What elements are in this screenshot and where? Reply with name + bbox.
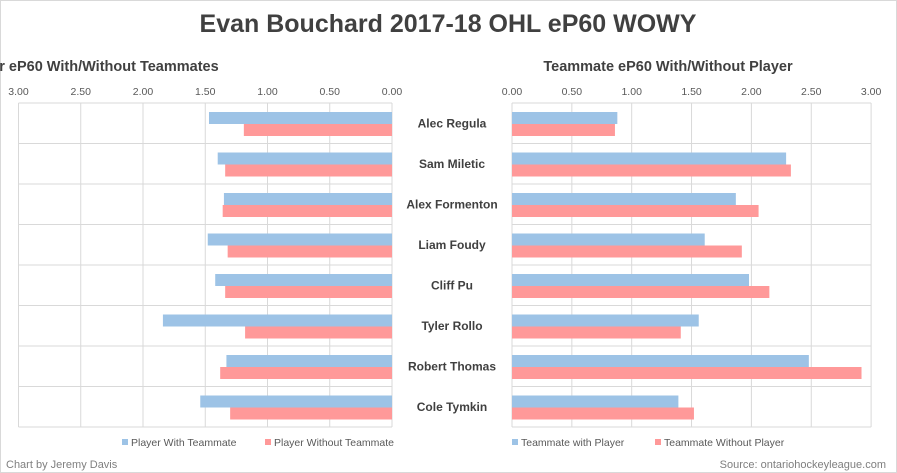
right-bar-without xyxy=(512,124,615,136)
right-legend-swatch xyxy=(655,439,661,445)
right-tick-label: 2.00 xyxy=(741,86,762,98)
right-legend-swatch xyxy=(512,439,518,445)
left-bar-with xyxy=(200,395,392,408)
right-bar-with xyxy=(512,152,787,165)
left-legend-swatch xyxy=(122,439,128,445)
left-bar-without xyxy=(225,164,392,177)
category-label: Cole Tymkin xyxy=(417,400,487,414)
left-bar-without xyxy=(220,367,392,379)
chart-title: Evan Bouchard 2017-18 OHL eP60 WOWY xyxy=(200,10,697,38)
right-bar-with xyxy=(512,355,809,367)
right-bar-with xyxy=(512,233,705,246)
credit-note: Chart by Jeremy Davis xyxy=(6,459,118,471)
left-bar-without xyxy=(230,407,392,420)
category-label: Tyler Rollo xyxy=(421,319,482,333)
left-bar-with xyxy=(208,112,392,124)
category-label: Liam Foudy xyxy=(418,238,486,252)
left-panel-title: Player eP60 With/Without Teammates xyxy=(0,59,219,75)
category-label: Cliff Pu xyxy=(431,278,473,292)
left-bar-without xyxy=(245,326,392,339)
left-bar-with xyxy=(215,274,392,286)
right-tick-label: 1.50 xyxy=(681,86,702,98)
left-bar-with xyxy=(217,152,392,165)
right-bar-without xyxy=(512,164,791,177)
right-panel-title: Teammate eP60 With/Without Player xyxy=(543,59,793,75)
right-tick-label: 1.00 xyxy=(621,86,642,98)
right-bar-without xyxy=(512,205,759,217)
left-tick-label: 2.50 xyxy=(71,86,92,98)
right-bar-with xyxy=(512,112,618,124)
left-bar-with xyxy=(226,355,392,367)
left-bar-without xyxy=(225,286,392,298)
right-bar-with xyxy=(512,193,736,205)
chart-marks: 0.00 0.50 1.00 1.50 2.00 2.50 3.00 Player With … xyxy=(8,86,881,449)
right-legend-label: Teammate with Player xyxy=(521,437,625,449)
right-tick-label: 0.50 xyxy=(562,86,583,98)
category-label: Robert Thomas xyxy=(408,359,496,373)
right-tick-label: 2.50 xyxy=(801,86,822,98)
left-bar-without xyxy=(227,245,392,258)
category-label: Sam Miletic xyxy=(419,157,485,171)
right-bar-with xyxy=(512,314,699,327)
category-label: Alex Formenton xyxy=(406,197,497,211)
left-tick-label: 0.00 xyxy=(382,86,403,98)
right-bar-with xyxy=(512,395,679,408)
right-bar-without xyxy=(512,245,742,258)
left-legend-label: Player With Teammate xyxy=(131,437,237,449)
left-tick-label: 1.00 xyxy=(257,86,278,98)
right-legend-label: Teammate Without Player xyxy=(664,437,785,449)
left-tick-label: 1.50 xyxy=(195,86,216,98)
left-legend-swatch xyxy=(265,439,271,445)
left-tick-label: 2.00 xyxy=(133,86,154,98)
source-note: Source: ontariohockeyleague.com xyxy=(720,459,886,471)
right-tick-label: 0.00 xyxy=(502,86,523,98)
right-bar-without xyxy=(512,286,770,298)
left-bar-without xyxy=(243,124,392,136)
left-bar-with xyxy=(223,193,392,205)
left-bar-with xyxy=(207,233,392,246)
left-tick-label: 0.50 xyxy=(320,86,341,98)
right-bar-with xyxy=(512,274,750,286)
right-tick-label: 3.00 xyxy=(861,86,882,98)
left-legend-label: Player Without Teammate xyxy=(274,437,394,449)
left-bar-with xyxy=(162,314,392,327)
right-bar-without xyxy=(512,407,694,420)
left-tick-label: 3.00 xyxy=(8,86,29,98)
category-label: Alec Regula xyxy=(418,116,487,130)
left-bar-without xyxy=(222,205,392,217)
right-bar-without xyxy=(512,367,862,379)
right-bar-without xyxy=(512,326,681,339)
